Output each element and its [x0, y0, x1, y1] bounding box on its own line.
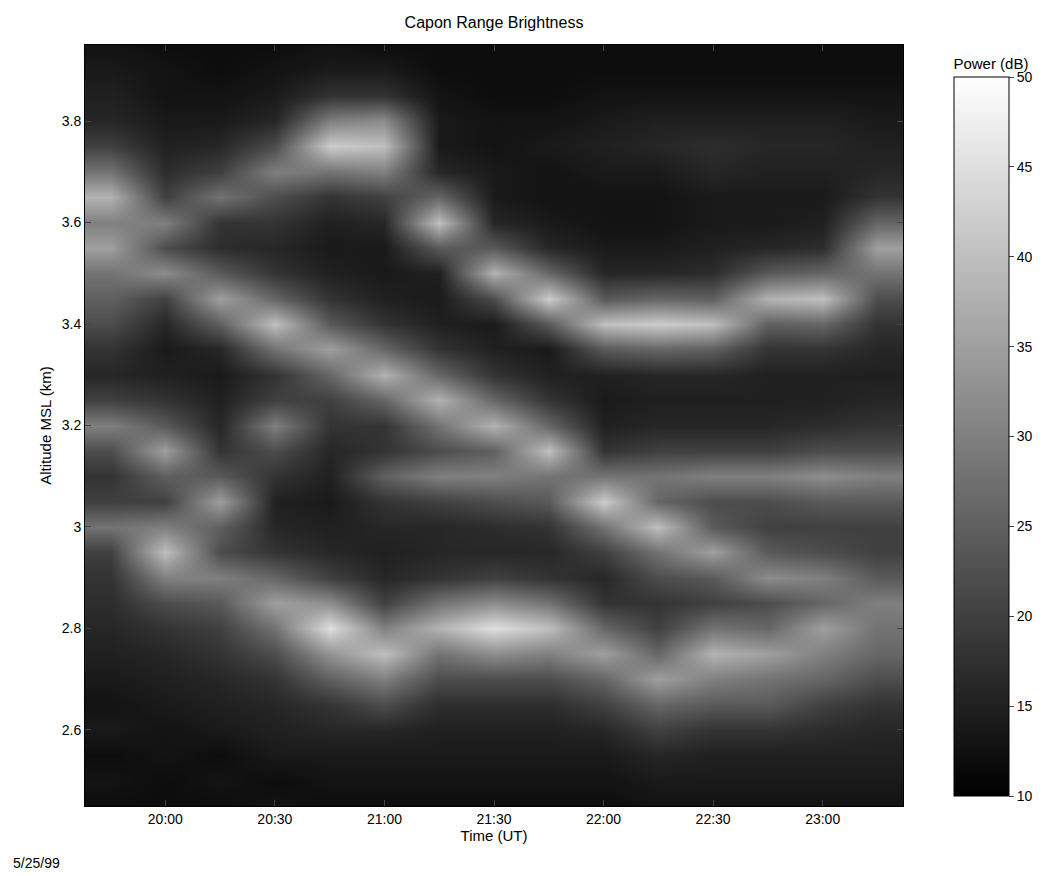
- svg-text:Power (dB): Power (dB): [953, 55, 1028, 72]
- svg-text:50: 50: [1017, 69, 1033, 85]
- svg-text:35: 35: [1017, 339, 1033, 355]
- svg-text:23:00: 23:00: [805, 811, 840, 827]
- svg-text:20:30: 20:30: [257, 811, 292, 827]
- svg-text:40: 40: [1017, 249, 1033, 265]
- svg-text:15: 15: [1017, 698, 1033, 714]
- svg-text:45: 45: [1017, 159, 1033, 175]
- svg-text:25: 25: [1017, 518, 1033, 534]
- svg-text:21:30: 21:30: [476, 811, 511, 827]
- svg-text:3.8: 3.8: [62, 113, 82, 129]
- svg-text:3.4: 3.4: [62, 316, 82, 332]
- svg-text:10: 10: [1017, 788, 1033, 804]
- svg-text:22:00: 22:00: [586, 811, 621, 827]
- svg-text:3.2: 3.2: [62, 417, 82, 433]
- svg-text:30: 30: [1017, 428, 1033, 444]
- svg-text:20: 20: [1017, 608, 1033, 624]
- svg-text:Time (UT): Time (UT): [461, 827, 528, 844]
- svg-text:Altitude MSL (km): Altitude MSL (km): [37, 366, 54, 485]
- svg-text:2.8: 2.8: [62, 620, 82, 636]
- svg-text:5/25/99: 5/25/99: [13, 855, 60, 871]
- svg-text:3: 3: [73, 519, 81, 535]
- svg-text:22:30: 22:30: [696, 811, 731, 827]
- svg-text:2.6: 2.6: [62, 722, 82, 738]
- svg-text:20:00: 20:00: [148, 811, 183, 827]
- svg-text:3.6: 3.6: [62, 214, 82, 230]
- svg-text:Capon Range Brightness: Capon Range Brightness: [405, 14, 584, 31]
- svg-text:21:00: 21:00: [367, 811, 402, 827]
